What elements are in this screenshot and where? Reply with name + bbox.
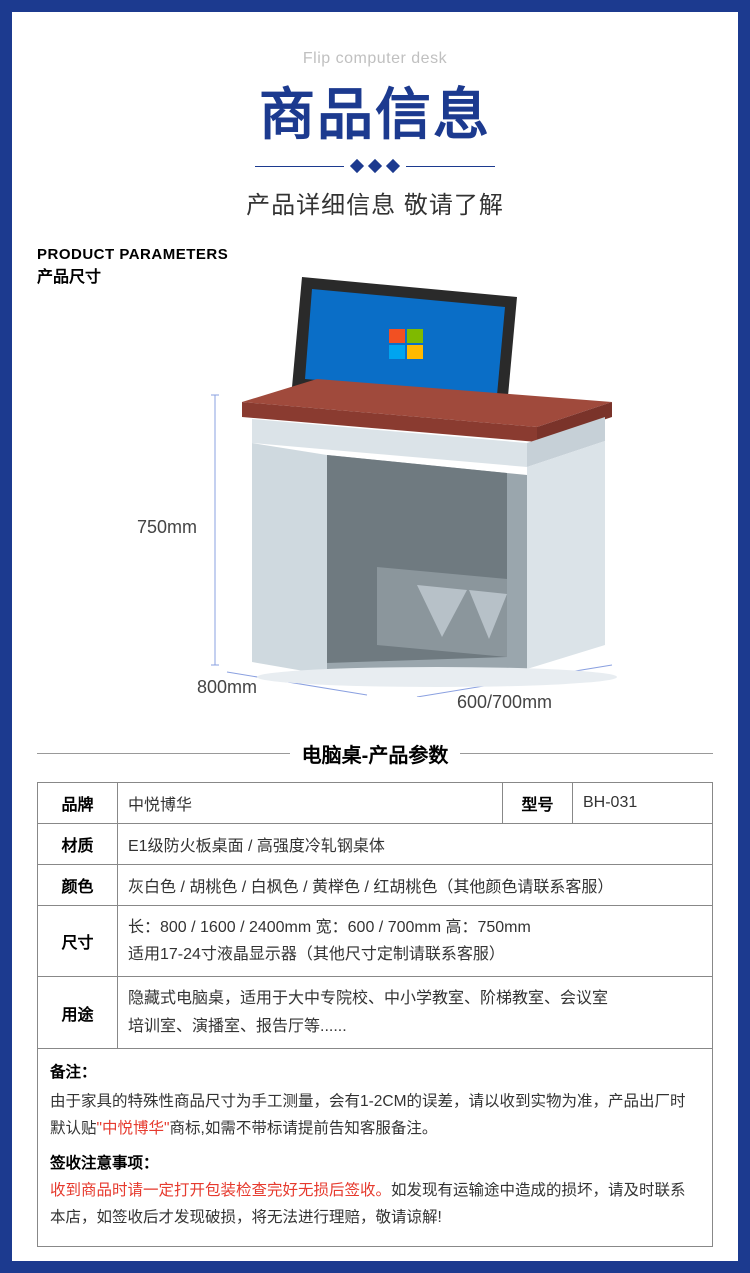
notes-label: 备注： <box>50 1059 700 1086</box>
usage-line1: 隐藏式电脑桌，适用于大中专院校、中小学教室、阶梯教室、会议室 <box>128 985 702 1012</box>
dimension-width: 600/700mm <box>457 692 552 713</box>
table-row: 尺寸 长：800 / 1600 / 2400mm 宽：600 / 700mm 高… <box>38 906 713 977</box>
table-row: 用途 隐藏式电脑桌，适用于大中专院校、中小学教室、阶梯教室、会议室 培训室、演播… <box>38 977 713 1048</box>
header-section: Flip computer desk 商品信息 产品详细信息 敬请了解 <box>37 50 713 220</box>
divider-line-right <box>406 166 495 167</box>
brand-value: 中悦博华 <box>118 783 503 824</box>
brand-label: 品牌 <box>38 783 118 824</box>
size-line2: 适用17-24寸液晶显示器（其他尺寸定制请联系客服） <box>128 941 702 968</box>
model-value: BH-031 <box>573 783 713 824</box>
divider-line-left <box>255 166 344 167</box>
desk-diagram <box>207 267 627 697</box>
notes-brand-quoted: "中悦博华" <box>97 1120 170 1137</box>
size-line1: 长：800 / 1600 / 2400mm 宽：600 / 700mm 高：75… <box>128 914 702 941</box>
model-label: 型号 <box>503 783 573 824</box>
diamond-icon <box>368 159 382 173</box>
material-label: 材质 <box>38 824 118 865</box>
product-illustration: 750mm 800mm 600/700mm <box>37 287 713 727</box>
subtitle-en: Flip computer desk <box>37 50 713 68</box>
spec-title-line-right <box>460 753 713 754</box>
usage-line2: 培训室、演播室、报告厅等...... <box>128 1013 702 1040</box>
size-value: 长：800 / 1600 / 2400mm 宽：600 / 700mm 高：75… <box>118 906 713 977</box>
spec-table: 品牌 中悦博华 型号 BH-031 材质 E1级防火板桌面 / 高强度冷轧钢桌体… <box>37 782 713 1049</box>
sign-label: 签收注意事项： <box>50 1150 700 1177</box>
page-frame: Flip computer desk 商品信息 产品详细信息 敬请了解 PROD… <box>0 0 750 1273</box>
color-label: 颜色 <box>38 865 118 906</box>
param-label-en: PRODUCT PARAMETERS <box>37 246 713 263</box>
material-value: E1级防火板桌面 / 高强度冷轧钢桌体 <box>118 824 713 865</box>
table-row: 颜色 灰白色 / 胡桃色 / 白枫色 / 黄榉色 / 红胡桃色（其他颜色请联系客… <box>38 865 713 906</box>
color-value: 灰白色 / 胡桃色 / 白枫色 / 黄榉色 / 红胡桃色（其他颜色请联系客服） <box>118 865 713 906</box>
title-divider <box>255 161 495 171</box>
usage-value: 隐藏式电脑桌，适用于大中专院校、中小学教室、阶梯教室、会议室 培训室、演播室、报… <box>118 977 713 1048</box>
diamond-icon <box>350 159 364 173</box>
usage-label: 用途 <box>38 977 118 1048</box>
diamond-icon <box>386 159 400 173</box>
sign-red-text: 收到商品时请一定打开包装检查完好无损后签收。 <box>50 1182 391 1199</box>
spec-title-row: 电脑桌-产品参数 <box>37 739 713 768</box>
dimension-depth: 800mm <box>197 677 257 698</box>
dimension-height: 750mm <box>137 517 197 538</box>
spec-title: 电脑桌-产品参数 <box>290 739 461 768</box>
table-row: 材质 E1级防火板桌面 / 高强度冷轧钢桌体 <box>38 824 713 865</box>
tagline: 产品详细信息 敬请了解 <box>37 185 713 220</box>
main-title: 商品信息 <box>37 70 713 151</box>
spec-title-line-left <box>37 753 290 754</box>
divider-diamonds <box>352 161 398 171</box>
table-row: 品牌 中悦博华 型号 BH-031 <box>38 783 713 824</box>
notes-section: 备注： 由于家具的特殊性商品尺寸为手工测量，会有1-2CM的误差，请以收到实物为… <box>37 1049 713 1247</box>
notes-body2: 商标,如需不带标请提前告知客服备注。 <box>170 1120 438 1137</box>
size-label: 尺寸 <box>38 906 118 977</box>
